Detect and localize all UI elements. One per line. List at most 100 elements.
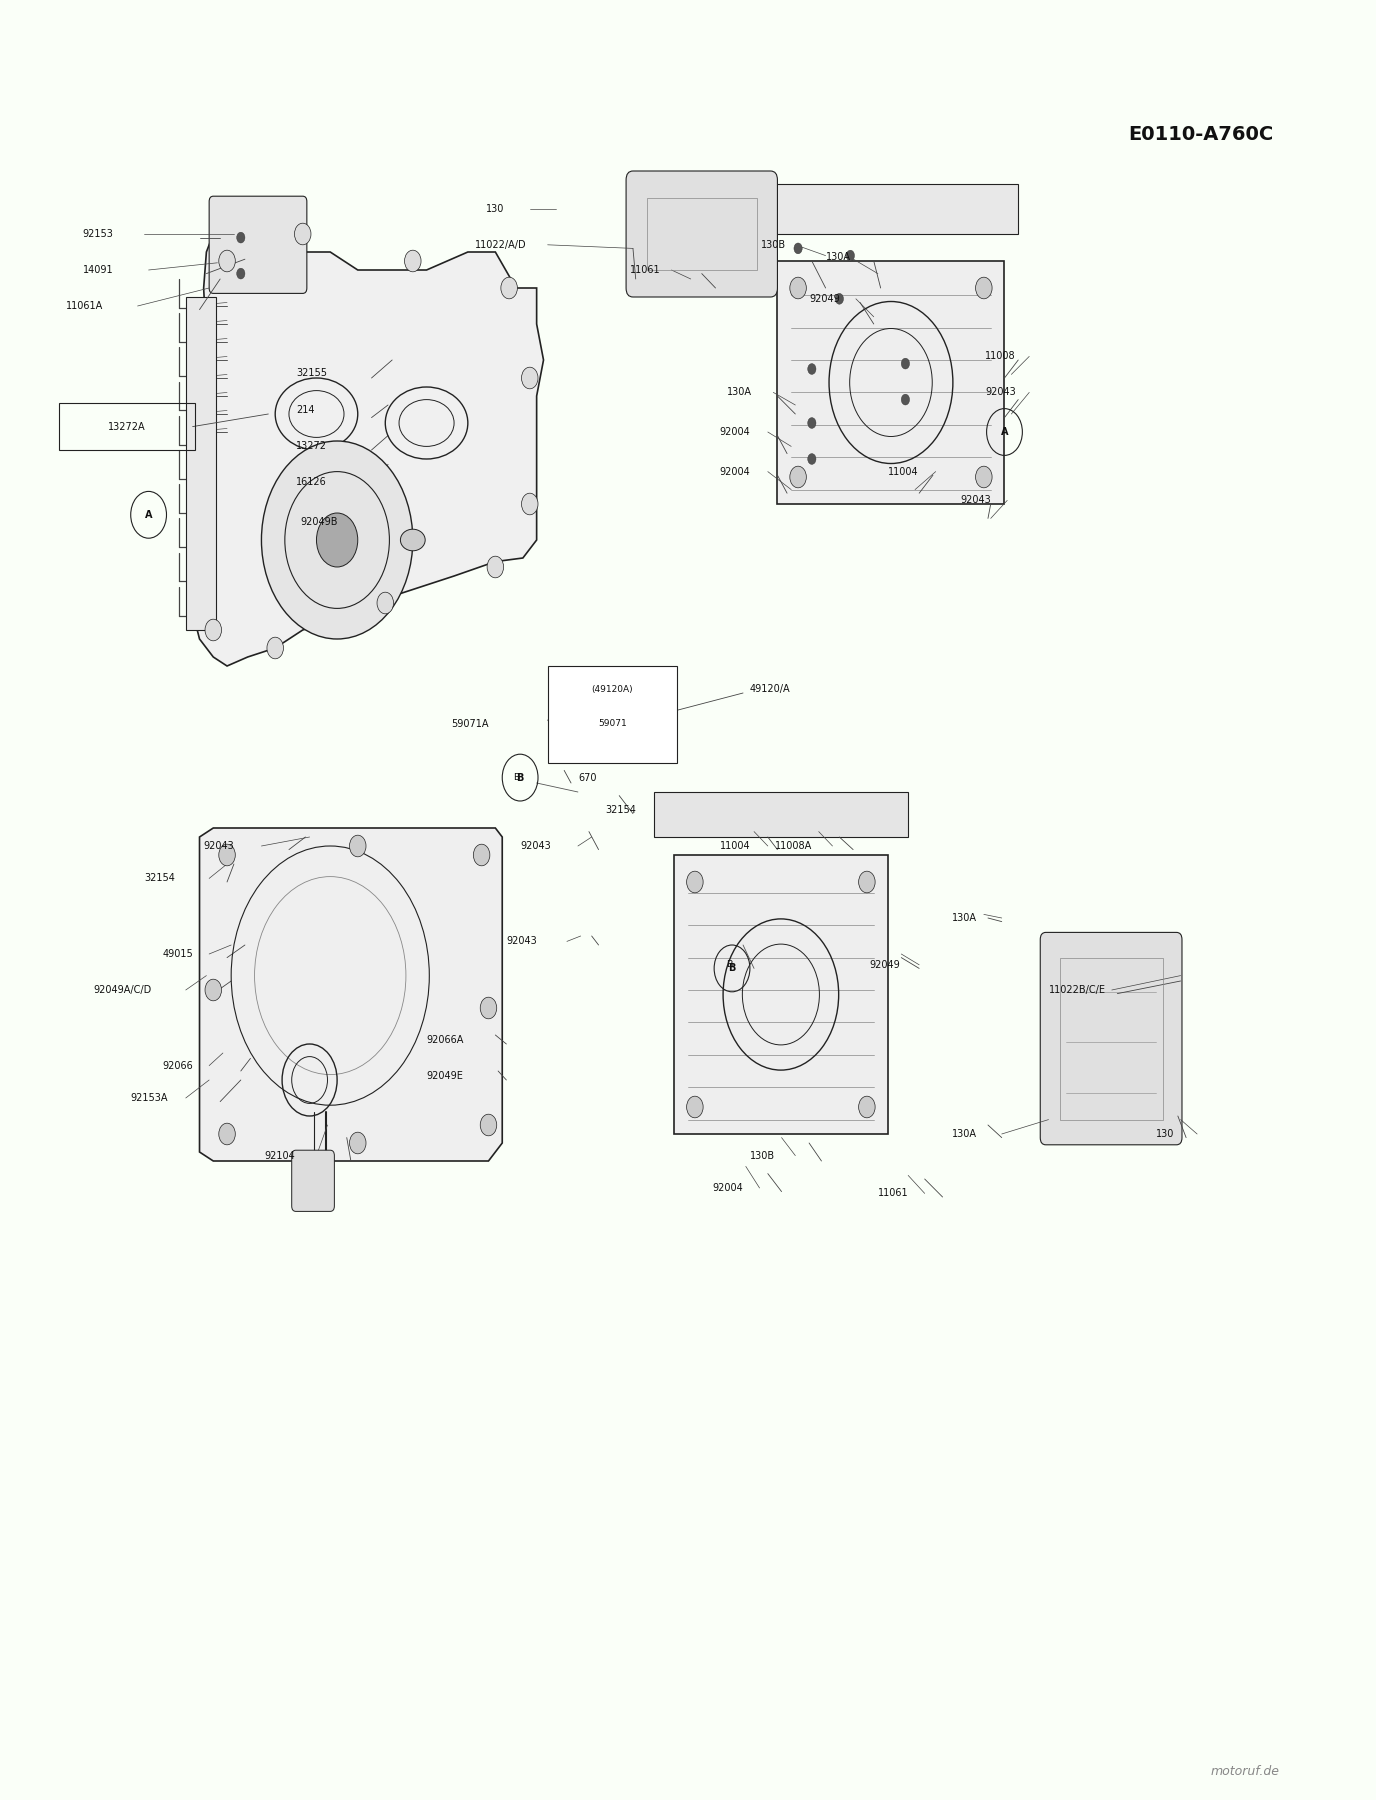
Circle shape — [976, 277, 992, 299]
Circle shape — [261, 441, 413, 639]
Circle shape — [794, 243, 802, 254]
Text: E0110-A760C: E0110-A760C — [1128, 126, 1274, 144]
Text: 92043: 92043 — [960, 495, 991, 506]
Text: 92049E: 92049E — [427, 1071, 464, 1082]
Circle shape — [901, 394, 910, 405]
Circle shape — [219, 844, 235, 866]
Text: 130A: 130A — [727, 387, 751, 398]
Text: 32155: 32155 — [296, 367, 327, 378]
Text: 32154: 32154 — [605, 805, 636, 815]
FancyBboxPatch shape — [186, 297, 216, 630]
Text: B: B — [513, 774, 520, 783]
Circle shape — [237, 232, 245, 243]
Circle shape — [205, 619, 222, 641]
Circle shape — [219, 250, 235, 272]
Text: 11004: 11004 — [888, 466, 918, 477]
FancyBboxPatch shape — [764, 184, 1018, 234]
Text: 92049: 92049 — [809, 293, 839, 304]
Circle shape — [859, 1096, 875, 1118]
Text: 92066A: 92066A — [427, 1035, 464, 1046]
Text: 13272: 13272 — [296, 441, 327, 452]
FancyBboxPatch shape — [654, 792, 908, 837]
Text: B: B — [728, 963, 736, 974]
Text: 16126: 16126 — [296, 477, 326, 488]
Text: 49015: 49015 — [162, 949, 193, 959]
Text: 32154: 32154 — [144, 873, 175, 884]
Text: 92153A: 92153A — [131, 1093, 168, 1103]
Text: 49120/A: 49120/A — [750, 684, 791, 695]
Text: 11061A: 11061A — [66, 301, 103, 311]
Text: 92043: 92043 — [520, 841, 550, 851]
Circle shape — [487, 556, 504, 578]
Circle shape — [808, 364, 816, 374]
Circle shape — [522, 493, 538, 515]
Text: 11022/A/D: 11022/A/D — [475, 239, 527, 250]
Circle shape — [846, 250, 854, 261]
FancyBboxPatch shape — [626, 171, 777, 297]
PathPatch shape — [200, 828, 502, 1161]
Text: (49120A): (49120A) — [592, 686, 633, 695]
Text: 14091: 14091 — [83, 265, 113, 275]
Circle shape — [473, 844, 490, 866]
Text: 11061: 11061 — [878, 1188, 908, 1199]
Text: 92049: 92049 — [870, 959, 900, 970]
FancyBboxPatch shape — [209, 196, 307, 293]
FancyBboxPatch shape — [292, 1150, 334, 1211]
Circle shape — [859, 871, 875, 893]
Text: 92153: 92153 — [83, 229, 113, 239]
Text: 92043: 92043 — [985, 387, 1015, 398]
Circle shape — [480, 1114, 497, 1136]
Text: 92043: 92043 — [204, 841, 234, 851]
FancyBboxPatch shape — [548, 666, 677, 763]
Text: 11008A: 11008A — [775, 841, 812, 851]
Text: 130A: 130A — [826, 252, 850, 263]
Ellipse shape — [400, 529, 425, 551]
FancyBboxPatch shape — [1040, 932, 1182, 1145]
Circle shape — [976, 466, 992, 488]
Text: 670: 670 — [578, 772, 596, 783]
Text: 11008: 11008 — [985, 351, 1015, 362]
Text: 92104: 92104 — [264, 1150, 294, 1161]
Circle shape — [687, 1096, 703, 1118]
Text: 92004: 92004 — [720, 466, 750, 477]
Circle shape — [687, 871, 703, 893]
Circle shape — [294, 223, 311, 245]
Text: 130B: 130B — [761, 239, 786, 250]
Circle shape — [219, 1123, 235, 1145]
Text: B: B — [727, 961, 733, 968]
PathPatch shape — [193, 216, 544, 666]
Circle shape — [405, 250, 421, 272]
Text: 92049B: 92049B — [300, 517, 337, 527]
Text: A: A — [144, 509, 153, 520]
Text: B: B — [516, 772, 524, 783]
Circle shape — [267, 637, 283, 659]
Text: 92066: 92066 — [162, 1060, 193, 1071]
Circle shape — [808, 454, 816, 464]
Circle shape — [901, 358, 910, 369]
Text: 59071: 59071 — [599, 720, 626, 729]
Text: 11022B/C/E: 11022B/C/E — [1049, 985, 1105, 995]
Text: 92004: 92004 — [720, 427, 750, 437]
Circle shape — [350, 1132, 366, 1154]
Text: 92049A/C/D: 92049A/C/D — [94, 985, 151, 995]
Text: 130: 130 — [1156, 1129, 1174, 1139]
Circle shape — [205, 979, 222, 1001]
Circle shape — [835, 293, 843, 304]
Text: 13272A: 13272A — [107, 421, 146, 432]
Text: 130A: 130A — [952, 1129, 977, 1139]
Text: 59071A: 59071A — [451, 718, 488, 729]
Text: motoruf.de: motoruf.de — [1211, 1766, 1280, 1778]
Circle shape — [501, 277, 517, 299]
Text: A: A — [1000, 427, 1009, 437]
Text: 11004: 11004 — [720, 841, 750, 851]
Text: 11061: 11061 — [630, 265, 660, 275]
Circle shape — [316, 513, 358, 567]
Text: 130: 130 — [486, 203, 504, 214]
Circle shape — [350, 835, 366, 857]
Text: 130B: 130B — [750, 1150, 775, 1161]
Text: 214: 214 — [296, 405, 314, 416]
Text: 130A: 130A — [952, 913, 977, 923]
Circle shape — [522, 367, 538, 389]
FancyBboxPatch shape — [777, 261, 1004, 504]
Text: 92004: 92004 — [713, 1183, 743, 1193]
